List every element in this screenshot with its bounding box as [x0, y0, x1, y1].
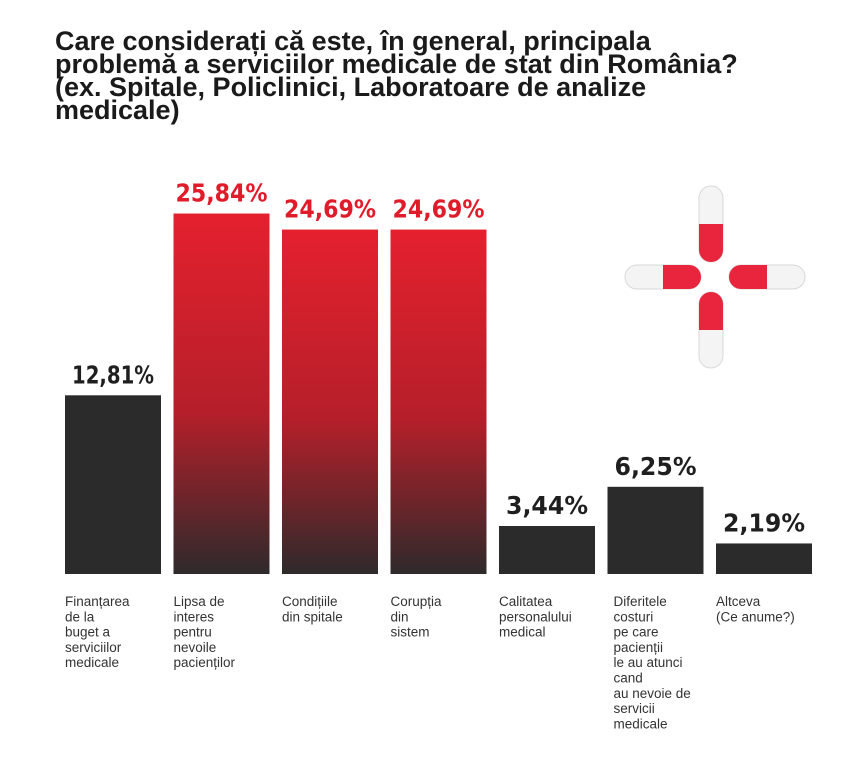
category-label-line: pe care — [614, 625, 659, 640]
medical-pills-cross-icon — [624, 185, 806, 369]
category-label: Lipsa de interes pentru nevoile pacienților — [174, 594, 236, 670]
category-label: Corupția din sistem — [391, 594, 443, 640]
category-label-line: medical — [499, 625, 546, 640]
category-label-line: interes — [174, 609, 215, 624]
category-label-line: pacienților — [174, 655, 236, 670]
bar-value-label: 2,19% — [723, 508, 805, 537]
category-label-line: pentru — [174, 625, 212, 640]
category-label-line: pacienții — [614, 640, 664, 655]
bar-value-label: 25,84% — [176, 179, 268, 208]
category-label: Diferitele costuri pe care pacienții le au a… — [614, 594, 691, 731]
category-label-line: medicale — [65, 655, 119, 670]
category-label-line: (Ce anume?) — [716, 609, 795, 624]
category-label-line: de la — [65, 609, 95, 624]
category-label-line: medicale — [614, 716, 668, 731]
bar — [716, 543, 812, 574]
pill-icon — [728, 264, 806, 290]
category-label-line: costuri — [614, 609, 654, 624]
category-label-line: Diferitele — [614, 594, 667, 609]
category-labels-group: Finanțarea de la buget a serviciilor medical… — [65, 594, 795, 731]
bar-value-label: 24,69% — [393, 195, 485, 224]
category-label-line: din — [391, 609, 409, 624]
category-label-line: servicii — [614, 701, 655, 716]
chart-title-line: problemă a serviciilor medicale de stat … — [55, 49, 738, 79]
category-label: Altceva (Ce anume?) — [716, 594, 795, 624]
value-labels-group: 12,81% 25,84% 24,69% 24,69% 3,44% 6,25% 2,19% — [72, 179, 805, 538]
chart-title-line: Care considerați că este, în general, pr… — [55, 26, 651, 56]
category-label-line: sistem — [391, 625, 430, 640]
category-label-line: Altceva — [716, 594, 761, 609]
category-label-line: Corupția — [391, 594, 443, 609]
bar-value-label: 3,44% — [506, 491, 588, 520]
category-label-line: Calitatea — [499, 594, 553, 609]
bar — [173, 213, 270, 575]
bar — [607, 486, 704, 574]
category-label-line: le au atunci — [614, 655, 683, 670]
category-label-line: serviciilor — [65, 640, 122, 655]
category-label-line: Finanțarea — [65, 594, 130, 609]
chart-title: Care considerați că este, în general, pr… — [55, 26, 835, 125]
bar — [282, 229, 378, 574]
category-label-line: personalului — [499, 609, 572, 624]
category-label-line: cand — [614, 671, 643, 686]
category-label-line: nevoile — [174, 640, 217, 655]
category-label: Finanțarea de la buget a serviciilor medical… — [65, 594, 130, 670]
pill-icon — [698, 291, 724, 369]
category-label-line: au nevoie de — [614, 686, 691, 701]
category-label: Condițiile din spitale — [282, 594, 343, 624]
pill-icon — [624, 264, 702, 290]
bar — [499, 526, 595, 574]
bar-value-label: 6,25% — [615, 452, 697, 481]
category-label-line: Condițiile — [282, 594, 338, 609]
bar — [390, 229, 487, 574]
chart-title-line: (ex. Spitale, Policlinici, Laboratoare d… — [55, 72, 647, 102]
chart-title-line: medicale) — [55, 95, 180, 125]
bars-group — [65, 213, 812, 575]
category-label-line: buget a — [65, 625, 111, 640]
category-label-line: Lipsa de — [174, 594, 225, 609]
category-label: Calitatea personalului medical — [499, 594, 572, 640]
bar-value-label: 12,81% — [72, 360, 154, 389]
pill-icon — [698, 185, 724, 263]
category-label-line: din spitale — [282, 609, 343, 624]
bar — [65, 395, 161, 574]
bar-value-label: 24,69% — [284, 195, 376, 224]
